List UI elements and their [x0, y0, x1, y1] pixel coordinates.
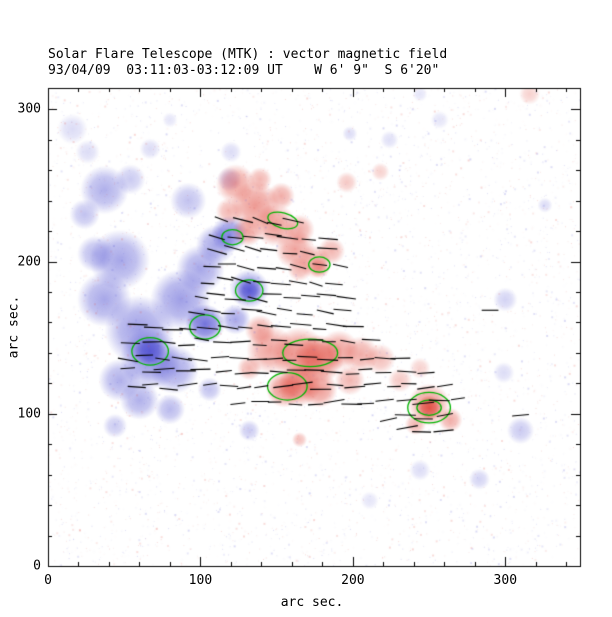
y-axis-label: arc sec.	[6, 295, 22, 359]
x-axis-label: arc sec.	[280, 595, 344, 610]
plot-subtitle: 93/04/09 03:11:03-03:12:09 UT W 6' 9" S …	[48, 63, 440, 78]
plot-title: Solar Flare Telescope (MTK) : vector mag…	[48, 47, 448, 62]
